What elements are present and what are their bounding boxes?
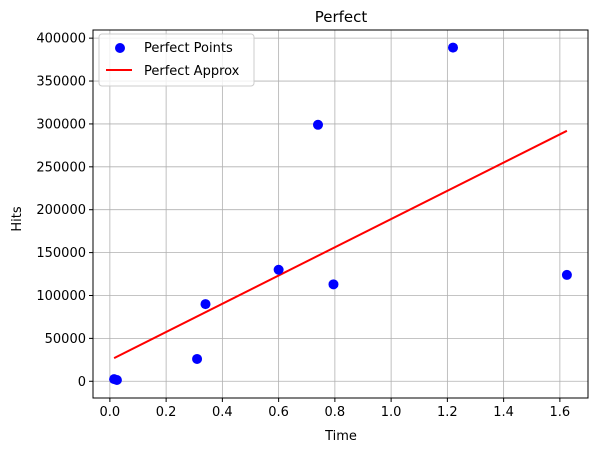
y-tick-label: 200000 [36,203,86,218]
points-layer [109,42,572,385]
x-axis-label: Time [324,429,357,444]
data-point [561,269,572,280]
data-point [328,279,339,290]
y-axis-ticks: 0 50000 100000 150000 200000 250000 300000 3500… [36,32,93,390]
data-point [313,119,323,130]
legend-line-label: Perfect Approx [144,64,240,79]
x-tick-label: 0.2 [156,405,177,420]
data-point [111,374,122,385]
y-tick-label: 50000 [45,332,86,347]
x-tick-label: 1.6 [550,405,571,420]
legend-box [98,33,255,87]
data-point [200,299,211,310]
y-tick-label: 0 [78,375,86,390]
y-tick-label: 250000 [36,160,86,175]
y-axis-label: Hits [10,206,25,231]
x-tick-label: 1.2 [437,405,458,420]
x-tick-label: 1.4 [493,405,514,420]
fit-line-layer [113,129,568,359]
data-point [448,42,458,53]
x-tick-label: 0.6 [268,405,289,420]
x-tick-label: 0.8 [325,405,346,420]
chart-title: Perfect [315,8,368,26]
y-tick-label: 150000 [36,246,86,261]
y-tick-label: 400000 [36,32,86,47]
data-point [192,353,203,364]
y-tick-label: 350000 [36,75,86,90]
data-point [273,264,284,275]
legend: Perfect Points Perfect Approx [98,33,255,87]
legend-points-label: Perfect Points [144,41,233,56]
plot-area-frame [92,29,589,399]
x-axis-ticks: 0.0 0.2 0.4 0.6 0.8 1.0 1.2 1.4 1.6 [100,398,571,420]
fit-line [113,129,568,359]
y-tick-label: 300000 [36,117,86,132]
x-tick-label: 1.0 [381,405,402,420]
grid [93,30,588,398]
x-tick-label: 0.4 [212,405,233,420]
x-tick-label: 0.0 [100,405,121,420]
y-tick-label: 100000 [36,289,86,304]
legend-points-marker [115,43,125,53]
